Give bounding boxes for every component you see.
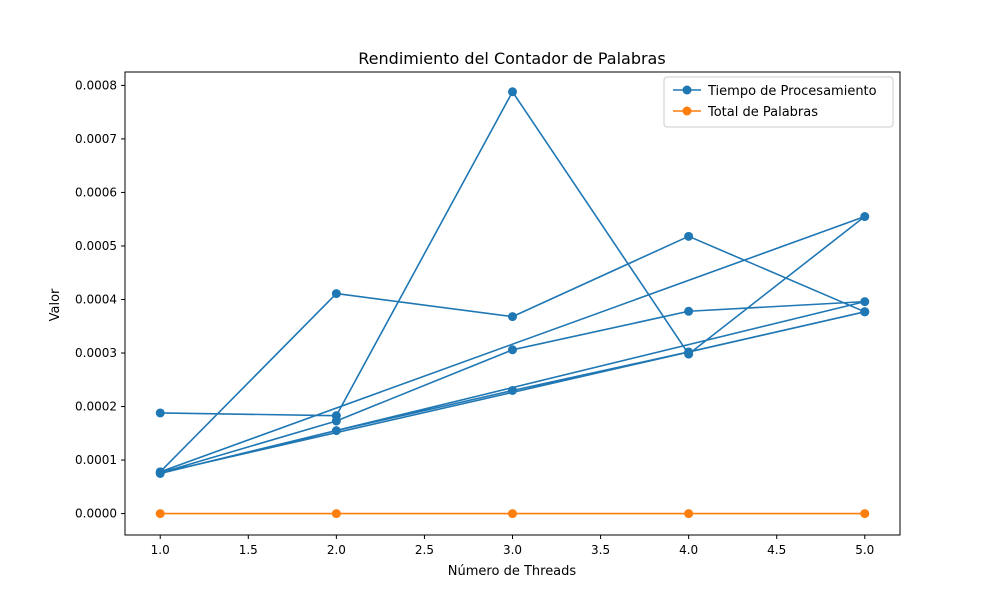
series-tiempo-de-procesamiento	[155, 87, 870, 478]
x-tick-label: 1.5	[239, 543, 258, 557]
data-point	[331, 416, 341, 426]
data-point	[508, 345, 517, 355]
y-tick-label: 0.0006	[75, 185, 117, 199]
data-point	[684, 347, 694, 357]
data-point	[155, 408, 165, 418]
data-point	[331, 509, 341, 519]
x-tick-label: 2.5	[415, 543, 434, 557]
data-point	[155, 468, 165, 478]
legend-item: Tiempo de Procesamiento	[673, 84, 877, 99]
data-point	[508, 87, 517, 97]
x-tick-label: 1.0	[151, 543, 170, 557]
legend-label: Total de Palabras	[707, 105, 818, 120]
data-point	[860, 212, 870, 222]
series-layer	[155, 87, 870, 519]
legend-label: Tiempo de Procesamiento	[707, 84, 877, 99]
y-tick-label: 0.0008	[75, 78, 117, 92]
data-point	[684, 231, 694, 241]
y-tick-label: 0.0003	[75, 346, 117, 360]
y-tick-label: 0.0000	[75, 507, 117, 521]
legend: Tiempo de Procesamiento Total de Palabras	[663, 76, 894, 128]
y-tick-label: 0.0001	[75, 453, 117, 467]
legend-marker	[682, 85, 692, 95]
data-point	[508, 385, 517, 395]
data-point	[684, 509, 694, 519]
x-tick-label: 4.5	[767, 543, 786, 557]
x-axis-label: Número de Threads	[448, 564, 577, 579]
plot-frame	[124, 71, 901, 536]
y-tick-label: 0.0002	[75, 400, 117, 414]
y-tick-label: 0.0004	[75, 292, 117, 306]
x-tick-label: 4.0	[679, 543, 698, 557]
x-tick-label: 2.0	[327, 543, 346, 557]
y-tick-label: 0.0005	[75, 239, 117, 253]
y-axis-label: Valor	[48, 288, 63, 321]
data-point	[508, 312, 517, 322]
legend-box	[663, 76, 894, 128]
y-tick-label: 0.0007	[75, 132, 117, 146]
data-point	[860, 307, 870, 317]
data-point	[155, 509, 165, 519]
x-axis: 1.0 1.5 2.0 2.5 3.0 3.5 4.0 4.5 5.0	[151, 535, 874, 557]
data-point	[860, 509, 870, 519]
x-tick-label: 5.0	[855, 543, 874, 557]
x-tick-label: 3.5	[591, 543, 610, 557]
data-point	[508, 509, 517, 519]
data-point	[684, 306, 694, 316]
chart-title: Rendimiento del Contador de Palabras	[358, 49, 665, 68]
legend-item: Total de Palabras	[673, 105, 818, 120]
series-line	[159, 91, 866, 475]
x-tick-label: 3.0	[503, 543, 522, 557]
data-point	[860, 297, 870, 307]
data-point	[331, 289, 341, 299]
legend-marker	[682, 106, 692, 116]
series-total-de-palabras	[155, 509, 870, 519]
data-point	[331, 426, 341, 436]
y-axis: 0.0000 0.0001 0.0002 0.0003 0.0004 0.0005 0.00…	[75, 78, 125, 521]
